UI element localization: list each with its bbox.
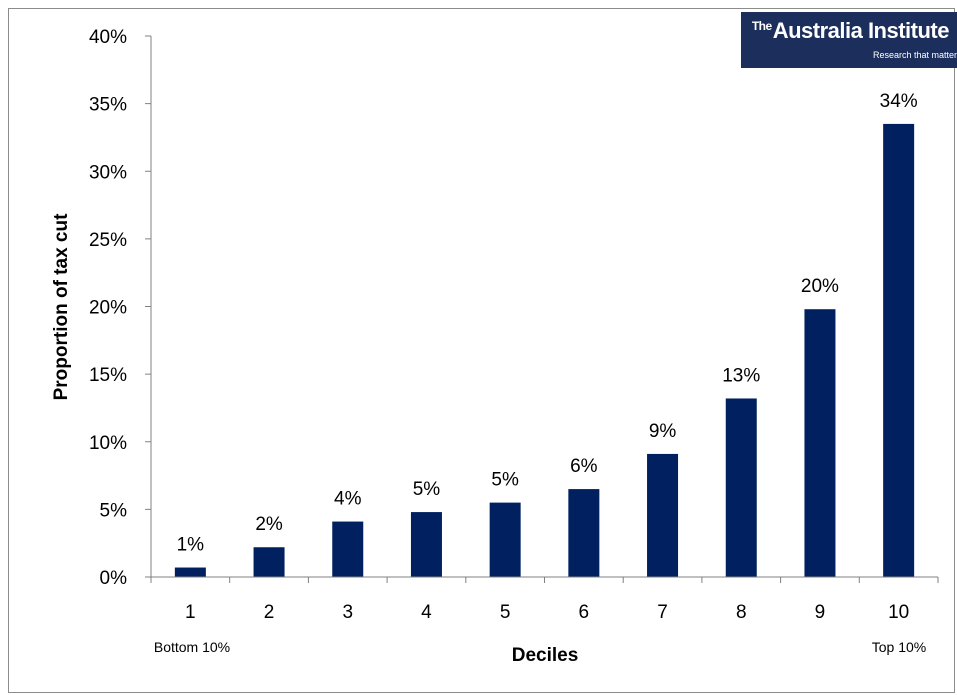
x-tick-label: 9 <box>815 602 826 623</box>
x-label-bottom-10: Bottom 10% <box>154 639 230 655</box>
bar-decile-1 <box>174 567 206 577</box>
australia-institute-logo: TheAustralia Institute Research that mat… <box>741 12 957 68</box>
bar-decile-4 <box>410 512 442 577</box>
data-label: 2% <box>255 514 283 535</box>
data-label: 9% <box>649 421 677 442</box>
bar-decile-10 <box>883 123 915 577</box>
y-tick-label: 20% <box>89 298 127 319</box>
y-tick-label: 25% <box>89 230 127 251</box>
bar-decile-6 <box>568 489 600 577</box>
logo-name: Australia Institute <box>772 18 950 43</box>
logo-prefix: The <box>751 19 772 33</box>
logo-wordmark: TheAustralia Institute <box>751 18 950 44</box>
y-tick-label: 10% <box>89 433 127 454</box>
x-tick-label: 10 <box>888 602 909 623</box>
data-label: 5% <box>491 470 519 491</box>
x-tick-label: 2 <box>264 602 275 623</box>
data-label: 5% <box>413 479 441 500</box>
x-tick-label: 5 <box>500 602 511 623</box>
chart-frame <box>8 8 955 693</box>
data-label: 4% <box>334 489 362 510</box>
bar-decile-8 <box>725 398 757 577</box>
y-tick-label: 0% <box>100 568 128 589</box>
y-tick-label: 35% <box>89 95 127 116</box>
x-tick-label: 4 <box>421 602 432 623</box>
y-axis-title: Proportion of tax cut <box>51 213 72 401</box>
data-label: 34% <box>880 91 918 112</box>
data-label: 6% <box>570 456 598 477</box>
x-label-top-10: Top 10% <box>872 639 926 655</box>
bar-decile-2 <box>253 547 285 577</box>
bar-decile-7 <box>647 453 679 577</box>
y-tick-label: 40% <box>89 27 127 48</box>
y-tick-label: 30% <box>89 162 127 183</box>
x-tick-label: 1 <box>185 602 196 623</box>
x-tick-label: 7 <box>657 602 668 623</box>
logo-tagline: Research that matter <box>872 50 957 60</box>
x-tick-label: 6 <box>579 602 590 623</box>
x-tick-label: 8 <box>736 602 747 623</box>
y-tick-label: 5% <box>100 500 128 521</box>
bar-decile-9 <box>804 309 836 577</box>
bar-decile-5 <box>489 502 521 577</box>
x-axis-title: Deciles <box>512 645 579 666</box>
y-tick-label: 15% <box>89 365 127 386</box>
bar-decile-3 <box>332 521 364 577</box>
data-label: 20% <box>801 276 839 297</box>
x-tick-label: 3 <box>342 602 353 623</box>
data-label: 13% <box>722 365 760 386</box>
data-label: 1% <box>177 535 205 556</box>
